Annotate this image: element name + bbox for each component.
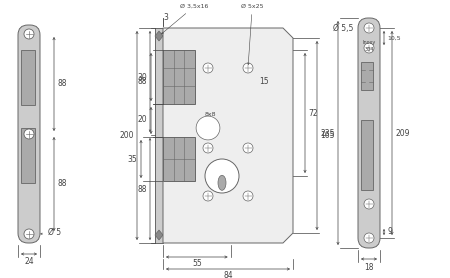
- Text: Ø 5: Ø 5: [40, 228, 61, 237]
- Text: 88: 88: [138, 185, 147, 193]
- Circle shape: [243, 63, 253, 73]
- Text: Inoxy
304: Inoxy 304: [362, 40, 376, 52]
- Polygon shape: [155, 31, 163, 41]
- Text: 20: 20: [137, 115, 147, 125]
- Text: Ø 3,5x16: Ø 3,5x16: [162, 4, 208, 34]
- Bar: [361, 120, 373, 190]
- Text: 30: 30: [137, 73, 147, 81]
- Circle shape: [203, 143, 213, 153]
- FancyBboxPatch shape: [18, 25, 40, 243]
- Text: 235: 235: [320, 128, 335, 138]
- Text: 8x8: 8x8: [204, 112, 216, 117]
- Text: 10,5: 10,5: [387, 36, 400, 41]
- Bar: [21, 128, 35, 183]
- Ellipse shape: [218, 175, 226, 190]
- Circle shape: [24, 129, 34, 139]
- Bar: [163, 50, 195, 104]
- Circle shape: [203, 63, 213, 73]
- Text: 88: 88: [57, 180, 67, 188]
- Text: 55: 55: [192, 259, 202, 269]
- Text: 88: 88: [57, 80, 67, 88]
- Circle shape: [24, 29, 34, 39]
- Circle shape: [364, 233, 374, 243]
- Circle shape: [24, 229, 34, 239]
- Text: 35: 35: [127, 155, 137, 163]
- Text: 200: 200: [120, 130, 134, 140]
- Text: Ø 5x25: Ø 5x25: [241, 4, 264, 64]
- Circle shape: [243, 191, 253, 201]
- Text: 15: 15: [260, 77, 269, 86]
- Circle shape: [196, 116, 220, 140]
- Bar: [155, 28, 163, 243]
- Polygon shape: [163, 28, 293, 243]
- Text: 84: 84: [223, 272, 233, 278]
- Text: Ø 5,5: Ø 5,5: [333, 24, 353, 33]
- Text: 3: 3: [163, 13, 168, 22]
- Circle shape: [364, 199, 374, 209]
- Text: 88: 88: [138, 76, 147, 86]
- Circle shape: [364, 43, 374, 53]
- Bar: [21, 50, 35, 105]
- Text: 24: 24: [24, 257, 34, 267]
- Bar: [361, 62, 373, 90]
- Bar: [163, 137, 195, 181]
- Circle shape: [203, 191, 213, 201]
- Text: 9: 9: [387, 227, 392, 237]
- Circle shape: [243, 143, 253, 153]
- Bar: [201, 121, 215, 135]
- Polygon shape: [155, 230, 163, 240]
- Circle shape: [205, 159, 239, 193]
- Text: 72: 72: [308, 108, 318, 118]
- Circle shape: [364, 23, 374, 33]
- FancyBboxPatch shape: [358, 18, 380, 248]
- Text: 209: 209: [395, 128, 410, 138]
- Text: 18: 18: [364, 262, 374, 272]
- Text: 165: 165: [320, 130, 334, 140]
